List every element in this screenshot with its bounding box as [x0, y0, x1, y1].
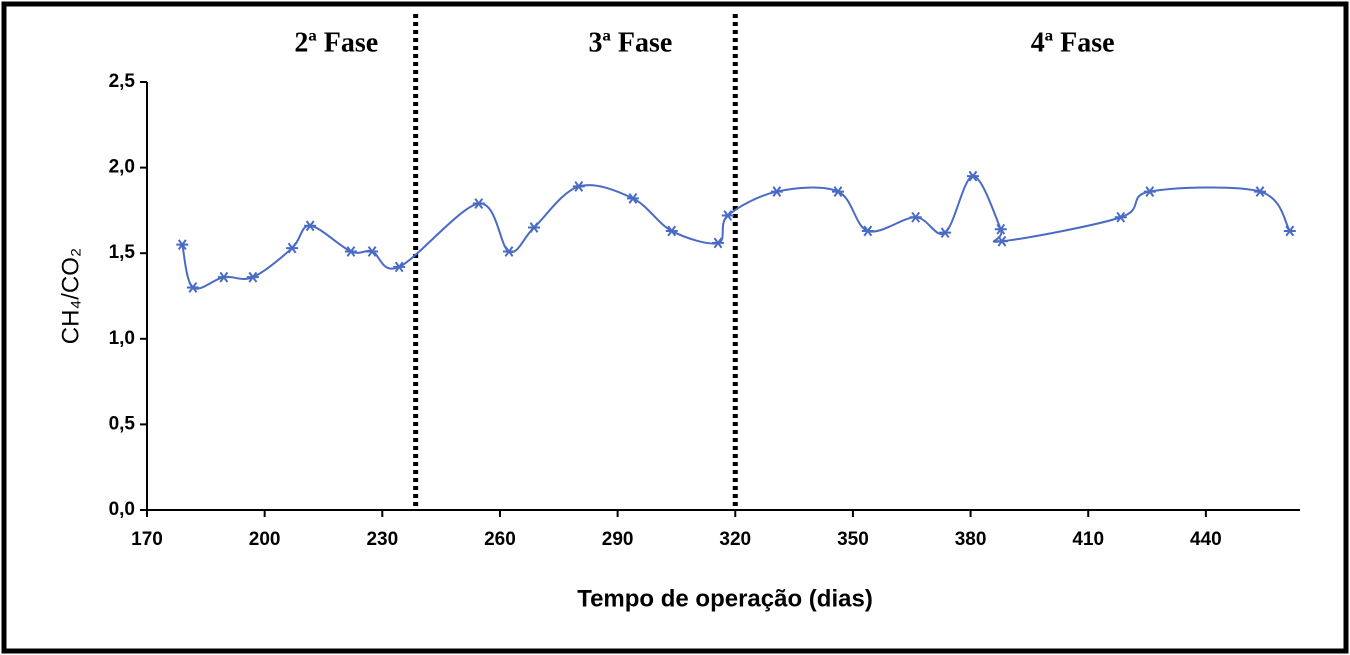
x-tick-label: 200	[249, 529, 281, 550]
marker	[1283, 225, 1296, 237]
marker	[186, 282, 199, 293]
marker	[217, 271, 230, 283]
x-tick-label: 410	[1072, 529, 1104, 550]
x-tick-label: 350	[837, 529, 869, 550]
marker	[770, 186, 783, 197]
marker	[472, 198, 485, 209]
y-tick-label: 0,0	[109, 499, 135, 520]
marker	[286, 242, 299, 254]
marker	[909, 211, 922, 223]
y-axis-title: CH₄/CO₂	[57, 248, 84, 344]
marker	[502, 246, 515, 257]
marker	[246, 271, 259, 283]
marker	[528, 222, 541, 233]
marker	[712, 237, 725, 249]
marker	[304, 220, 317, 232]
marker	[393, 261, 406, 273]
x-tick-label: 290	[602, 529, 634, 550]
marker	[861, 225, 874, 237]
y-tick-label: 1,5	[109, 242, 136, 263]
x-tick-label: 260	[484, 529, 516, 550]
marker	[344, 246, 357, 257]
phase-label: 3ª Fase	[589, 27, 673, 58]
marker	[1254, 186, 1266, 197]
x-tick-label: 380	[955, 529, 987, 550]
phase-label: 4ª Fase	[1031, 27, 1115, 58]
marker	[1143, 186, 1156, 197]
y-tick-label: 2,5	[109, 71, 136, 92]
phase-label: 2ª Fase	[294, 27, 378, 58]
marker	[966, 170, 979, 182]
marker	[994, 223, 1007, 235]
marker	[366, 246, 379, 257]
y-tick-label: 0,5	[109, 413, 136, 434]
marker	[176, 239, 189, 251]
x-tick-label: 440	[1190, 529, 1222, 550]
y-tick-label: 1,0	[109, 328, 135, 349]
marker	[1114, 211, 1127, 223]
marker	[939, 227, 952, 239]
marker	[995, 235, 1008, 247]
x-tick-label: 320	[719, 529, 751, 550]
y-tick-label: 2,0	[109, 157, 135, 178]
marker	[626, 193, 639, 204]
x-tick-label: 170	[131, 529, 163, 550]
marker	[665, 225, 678, 237]
marker	[721, 210, 734, 221]
x-axis-title: Tempo de operação (dias)	[577, 585, 873, 612]
marker	[832, 186, 845, 197]
marker	[572, 181, 585, 192]
x-tick-label: 230	[366, 529, 398, 550]
